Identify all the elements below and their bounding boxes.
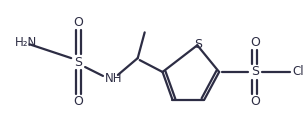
Text: O: O (250, 95, 260, 108)
Text: S: S (74, 56, 82, 69)
Text: O: O (73, 95, 83, 108)
Text: Cl: Cl (293, 65, 304, 79)
Text: S: S (194, 38, 202, 51)
Text: O: O (250, 36, 260, 49)
Text: S: S (251, 65, 259, 79)
Text: H₂N: H₂N (14, 36, 37, 49)
Text: NH: NH (105, 72, 123, 85)
Text: O: O (73, 16, 83, 29)
